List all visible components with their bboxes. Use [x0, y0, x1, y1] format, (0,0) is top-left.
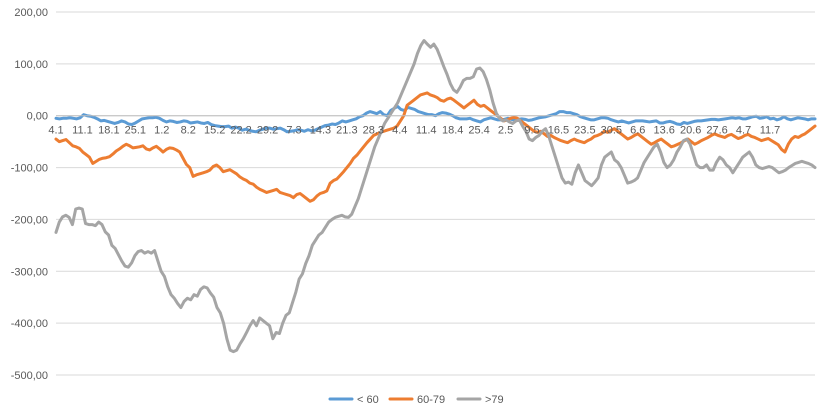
- y-tick-label: -300,00: [11, 266, 48, 278]
- series-lines: [54, 39, 817, 354]
- x-tick-label: 15.2: [204, 125, 225, 137]
- y-tick-label: -400,00: [11, 318, 48, 330]
- x-tick-label: 22.2: [230, 125, 251, 137]
- y-axis-labels: 200,00 100,00 0,00 -100,00 -200,00 -300,00 -40…: [11, 7, 48, 382]
- x-tick-label: 9.5: [524, 125, 539, 137]
- y-tick-label: 0,00: [27, 111, 48, 123]
- legend-label: >79: [485, 394, 504, 406]
- gridlines: [56, 11, 815, 376]
- series-line: [54, 39, 817, 354]
- y-tick-label: -500,00: [11, 370, 48, 382]
- x-tick-label: 18.4: [442, 125, 463, 137]
- x-tick-label: 20.6: [680, 125, 701, 137]
- x-tick-label: 11.7: [760, 125, 781, 137]
- x-tick-label: 4.1: [48, 125, 63, 137]
- x-tick-label: 30.5: [601, 125, 622, 137]
- x-tick-label: 13.6: [654, 125, 675, 137]
- x-tick-label: 27.6: [706, 125, 727, 137]
- series-line: [54, 91, 817, 203]
- x-tick-label: 11.4: [416, 125, 437, 137]
- x-tick-label: 29.2: [257, 125, 278, 137]
- x-tick-label: 21.3: [336, 125, 357, 137]
- x-tick-label: 16.5: [548, 125, 569, 137]
- x-tick-label: 8.2: [181, 125, 196, 137]
- legend-label: 60-79: [417, 394, 445, 406]
- x-tick-label: 25.4: [468, 125, 489, 137]
- x-tick-label: 2.5: [498, 125, 513, 137]
- x-axis-labels: 4.1 11.1 18.1 25.1 1.2 8.2 15.2 22.2 29.2 7.3 14.3…: [48, 125, 780, 137]
- y-tick-label: -100,00: [11, 163, 48, 175]
- legend-label: < 60: [357, 394, 379, 406]
- x-tick-label: 14.3: [310, 125, 331, 137]
- x-tick-label: 4.4: [392, 125, 407, 137]
- x-tick-label: 23.5: [574, 125, 595, 137]
- x-tick-label: 4.7: [736, 125, 751, 137]
- x-tick-label: 7.3: [286, 125, 301, 137]
- y-tick-label: -200,00: [11, 214, 48, 226]
- y-tick-label: 200,00: [14, 7, 48, 19]
- x-tick-label: 28.3: [363, 125, 384, 137]
- x-tick-label: 18.1: [98, 125, 119, 137]
- x-tick-label: 11.1: [72, 125, 93, 137]
- y-tick-label: 100,00: [14, 59, 48, 71]
- legend: < 60 60-79 >79: [328, 394, 504, 406]
- x-tick-label: 6.6: [630, 125, 645, 137]
- x-tick-label: 1.2: [154, 125, 169, 137]
- x-tick-label: 25.1: [125, 125, 146, 137]
